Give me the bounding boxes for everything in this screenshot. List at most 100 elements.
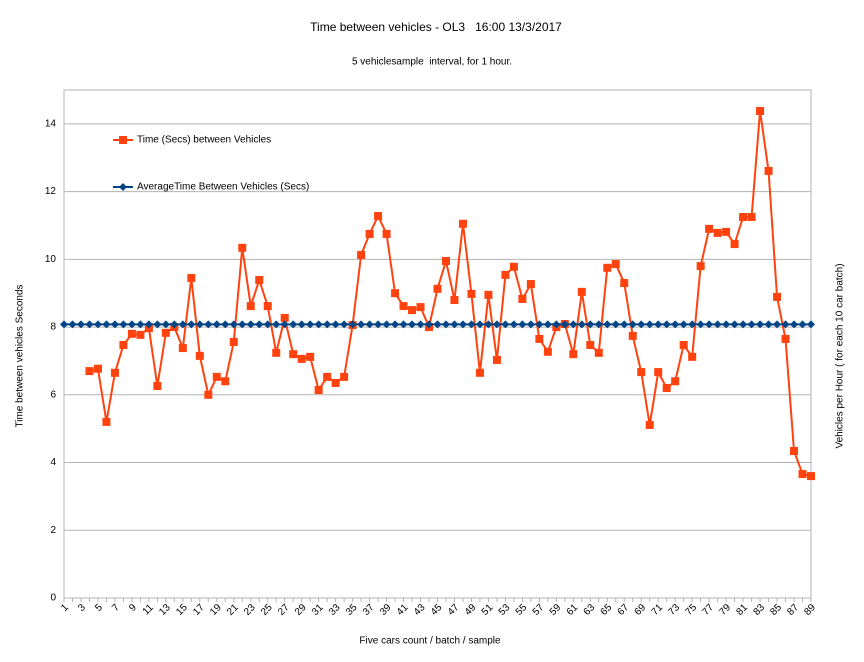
data-point: [594, 320, 603, 329]
data-point: [569, 320, 578, 329]
data-point: [722, 227, 731, 236]
data-point: [807, 472, 815, 481]
data-point: [586, 320, 595, 329]
data-point: [552, 320, 561, 329]
data-point: [357, 250, 366, 259]
legend-label: AverageTime Between Vehicles (Secs): [137, 182, 309, 193]
data-point: [178, 320, 187, 329]
data-point: [543, 347, 552, 356]
data-point: [238, 320, 247, 329]
data-point: [705, 224, 714, 233]
data-point: [221, 320, 230, 329]
data-point: [577, 320, 586, 329]
data-point: [272, 320, 281, 329]
legend-marker: [119, 136, 127, 144]
data-point: [637, 368, 646, 377]
data-point: [297, 354, 306, 363]
data-point: [93, 320, 102, 329]
data-point: [229, 320, 238, 329]
data-point: [501, 270, 510, 279]
data-point: [382, 229, 391, 238]
data-point: [713, 320, 722, 329]
data-point: [671, 377, 680, 386]
data-point: [238, 243, 247, 252]
data-point: [679, 320, 688, 329]
data-point: [170, 320, 179, 329]
data-point: [560, 320, 569, 329]
data-point: [331, 378, 340, 387]
data-point: [484, 320, 493, 329]
y-tick-label: 14: [45, 119, 57, 130]
data-point: [603, 263, 612, 272]
data-point: [662, 320, 671, 329]
data-point: [263, 320, 272, 329]
data-point: [204, 390, 213, 399]
data-point: [110, 320, 119, 329]
data-point: [212, 320, 221, 329]
data-point: [110, 368, 119, 377]
y-tick-label: 6: [50, 389, 56, 400]
data-point: [246, 302, 255, 311]
data-point: [730, 240, 739, 249]
data-point: [289, 350, 298, 359]
data-point: [781, 320, 790, 329]
data-point: [297, 320, 306, 329]
data-point: [722, 320, 731, 329]
data-point: [773, 292, 782, 301]
data-point: [263, 302, 272, 311]
data-point: [620, 279, 629, 288]
data-point: [586, 341, 595, 350]
data-point: [628, 331, 637, 340]
data-point: [306, 352, 315, 361]
data-point: [628, 320, 637, 329]
data-point: [255, 275, 264, 284]
data-point: [441, 257, 450, 266]
data-point: [416, 320, 425, 329]
data-point: [289, 320, 298, 329]
y-tick-label: 8: [50, 322, 56, 333]
data-point: [798, 320, 807, 329]
data-point: [136, 330, 145, 339]
data-point: [85, 320, 94, 329]
data-point: [509, 320, 518, 329]
data-point: [475, 368, 484, 377]
data-point: [127, 320, 136, 329]
data-point: [391, 320, 400, 329]
data-point: [781, 334, 790, 343]
data-point: [679, 341, 688, 350]
data-point: [688, 352, 697, 361]
data-point: [501, 320, 510, 329]
y-tick-label: 12: [45, 186, 57, 197]
data-point: [756, 106, 765, 115]
data-point: [535, 334, 544, 343]
data-point: [425, 320, 434, 329]
data-point: [467, 320, 476, 329]
data-point: [399, 320, 408, 329]
data-point: [408, 320, 417, 329]
data-point: [60, 320, 68, 329]
data-point: [526, 320, 535, 329]
data-point: [671, 320, 680, 329]
data-point: [518, 320, 527, 329]
data-point: [739, 320, 748, 329]
data-point: [696, 262, 705, 271]
data-point: [696, 320, 705, 329]
data-point: [611, 320, 620, 329]
data-point: [492, 320, 501, 329]
data-point: [790, 320, 799, 329]
y-axis-label: Time between vehicles Seconds: [15, 284, 26, 427]
y-tick-label: 4: [50, 457, 56, 468]
data-point: [492, 355, 501, 364]
chart-title: Time between vehicles - OL3 16:00 13/3/2…: [310, 20, 562, 34]
data-point: [119, 320, 128, 329]
data-point: [348, 320, 357, 329]
legend-label: Time (Secs) between Vehicles: [137, 135, 271, 146]
chart-subtitle: 5 vehiclesample interval, for 1 hour.: [352, 57, 512, 68]
data-point: [577, 287, 586, 296]
data-point: [713, 228, 722, 237]
data-point: [484, 290, 493, 299]
data-point: [85, 367, 94, 376]
data-point: [357, 320, 366, 329]
data-point: [569, 350, 578, 359]
